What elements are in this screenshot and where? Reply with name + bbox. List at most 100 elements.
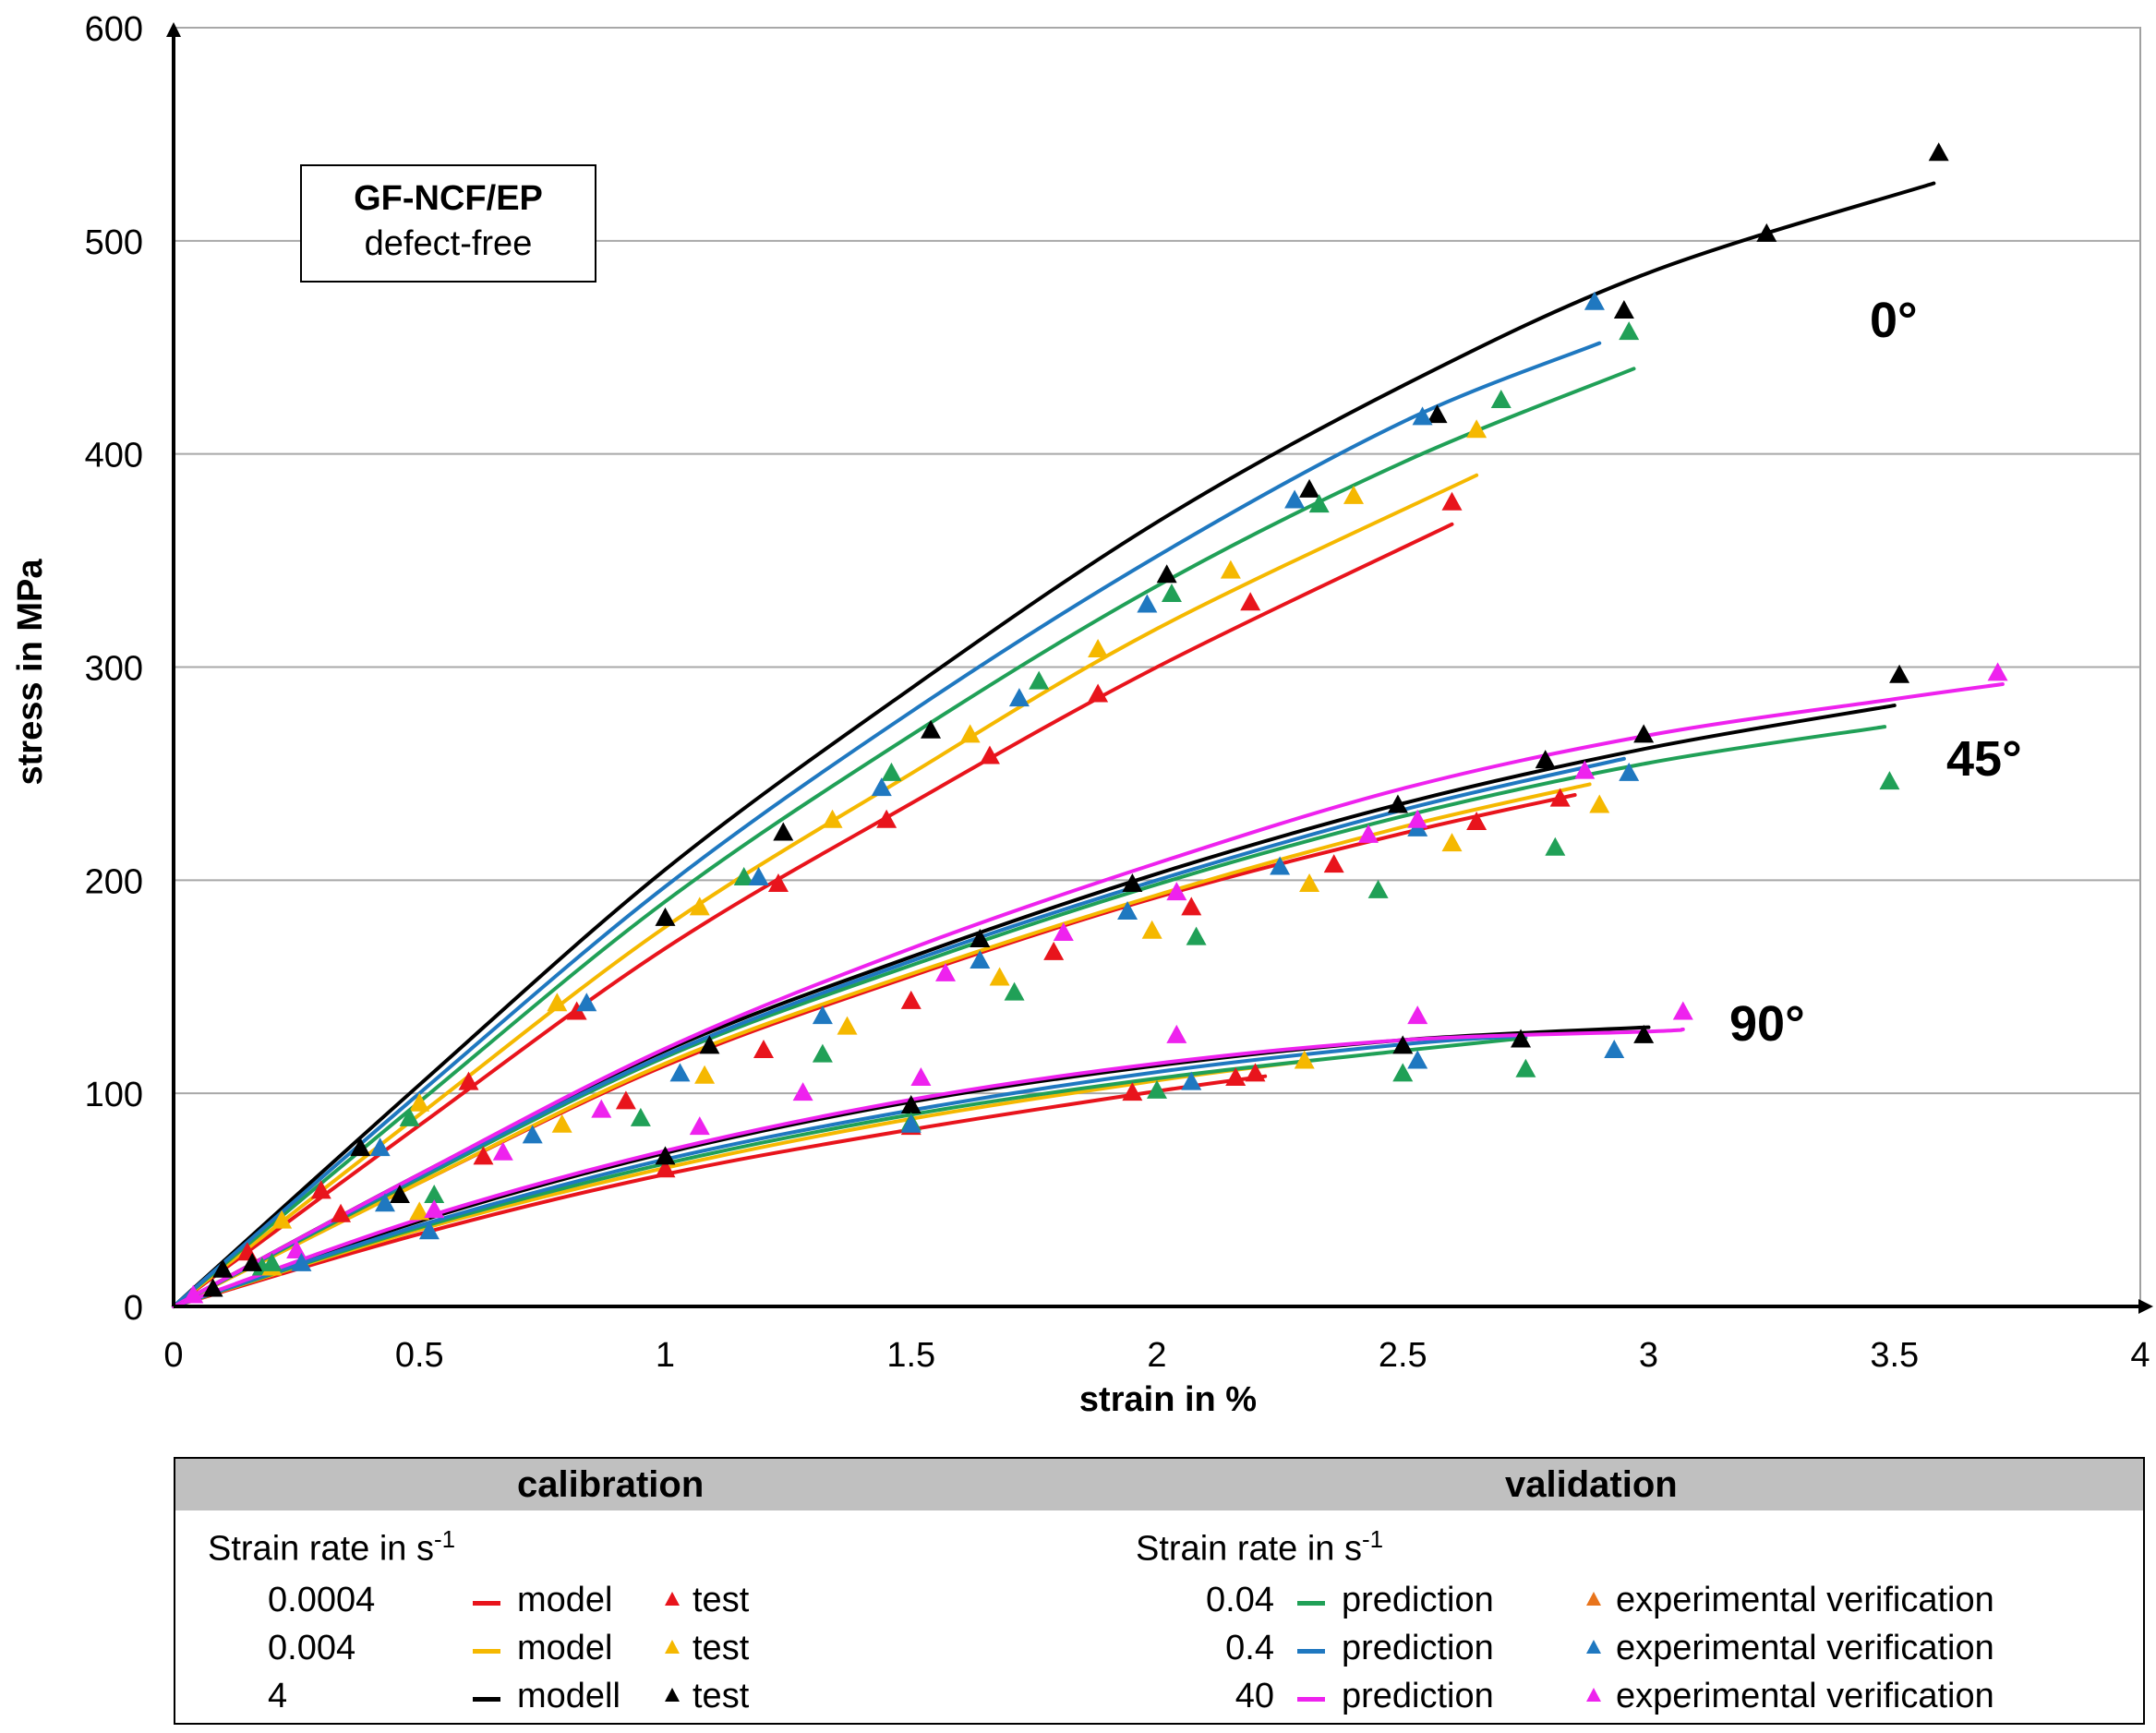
marker-45deg-rate-0.0004 [1043,941,1065,960]
marker-90deg-rate-0.0004 [1225,1067,1247,1087]
legend-validation-marker-label: experimental verification [1616,1581,1994,1619]
x-tick-label: 0.5 [395,1336,444,1375]
marker-0deg-rate-0.0004 [876,809,897,828]
marker-0deg-rate-4 [773,822,794,841]
marker-45deg-rate-4 [389,1184,410,1203]
y-tick-label: 200 [85,862,143,901]
marker-45deg-rate-0.0004 [331,1203,352,1222]
marker-90deg-rate-0.4 [1604,1040,1625,1058]
marker-45deg-rate-0.004 [989,967,1010,986]
marker-90deg-rate-0.04 [1392,1063,1414,1082]
marker-90deg-rate-4 [1392,1035,1414,1054]
marker-45deg-rate-40 [1574,760,1596,779]
material-condition: defect-free [364,224,533,263]
marker-90deg-rate-0.4 [418,1221,440,1240]
marker-45deg-rate-0.0004 [1549,788,1571,807]
marker-0deg-rate-4 [1756,223,1777,242]
curve-90deg-rate-4 [172,1025,1651,1308]
legend-calibration-line-label: model [517,1581,613,1619]
legend-calibration-marker-swatch [665,1688,680,1702]
marker-90deg-rate-40 [910,1067,932,1087]
marker-45deg-rate-0.4 [1270,856,1291,875]
marker-90deg-rate-40 [1166,1024,1187,1043]
legend-validation-line-swatch [1297,1601,1325,1606]
marker-0deg-rate-0.4 [871,777,892,797]
curve-45deg-rate-40 [172,681,2005,1308]
marker-0deg-rate-0.04 [399,1107,420,1126]
marker-45deg-rate-40 [424,1199,445,1219]
marker-45deg-rate-0.004 [1141,920,1162,939]
marker-0deg-rate-4 [1928,142,1949,162]
marker-90deg-rate-4 [1511,1029,1532,1048]
curve-0deg-rate-0.004 [172,473,1479,1308]
legend-validation-marker-swatch [1586,1640,1601,1654]
marker-0deg-rate-0.0004 [1240,592,1261,611]
curve-0deg-rate-4 [172,181,1936,1308]
marker-0deg-rate-0.004 [822,809,843,828]
marker-0deg-rate-0.004 [959,724,981,743]
marker-0deg-rate-0.4 [1584,291,1605,310]
marker-0deg-rate-0.0004 [310,1180,331,1199]
y-tick-label: 500 [85,223,143,262]
marker-0deg-rate-0.004 [1220,560,1241,579]
x-tick-label: 1.5 [886,1336,935,1375]
marker-0deg-rate-0.4 [1284,489,1306,509]
marker-90deg-rate-40 [1672,1001,1693,1020]
marker-45deg-rate-0.0004 [473,1146,494,1165]
marker-90deg-rate-4 [655,1146,676,1165]
marker-45deg-rate-0.4 [970,950,991,969]
legend-header-bar: calibration validation [175,1459,2143,1510]
marker-45deg-rate-40 [1357,824,1379,843]
legend-calibration-line-swatch [473,1601,500,1606]
axes [166,22,2153,1314]
material-info-box: GF-NCF/EP defect-free [300,164,596,283]
legend-validation-rate: 40 [1235,1677,1274,1715]
marker-45deg-rate-0.4 [1619,762,1640,781]
x-tick-label: 1 [656,1336,675,1375]
tick-labels: 0 0.5 1 1.5 2 2.5 3 3.5 4 0 100 200 300 400 500 600 [85,10,2150,1375]
legend-validation-rate: 0.4 [1225,1629,1274,1667]
marker-0deg-rate-0.004 [271,1209,293,1229]
marker-90deg-rate-0.4 [291,1252,312,1271]
marker-45deg-rate-0.0004 [1323,854,1344,873]
legend-calibration-line-swatch [473,1697,500,1702]
marker-90deg-rate-40 [1407,1005,1428,1025]
marker-0deg-rate-0.0004 [979,745,1000,764]
legend-validation-marker-swatch [1586,1688,1601,1702]
legend-validation-rate: 0.04 [1206,1581,1274,1619]
x-tick-label: 2.5 [1379,1336,1427,1375]
marker-0deg-rate-0.04 [1490,389,1512,408]
legend-calibration-rate: 0.0004 [268,1581,376,1619]
y-tick-label: 300 [85,650,143,689]
marker-0deg-rate-0.004 [409,1092,430,1112]
x-tick-label: 0 [163,1336,183,1375]
legend-calibration-marker-label: test [693,1581,750,1619]
legend-validation-line-swatch [1297,1649,1325,1654]
marker-0deg-rate-0.4 [1137,594,1158,613]
marker-45deg-rate-0.0004 [1466,812,1488,831]
curve-90deg-rate-0.04 [172,1036,1528,1308]
marker-45deg-rate-40 [492,1141,513,1161]
curve-45deg-rate-0.04 [172,725,1887,1308]
y-tick-label: 0 [124,1289,143,1328]
marker-90deg-rate-0.04 [1147,1079,1167,1099]
y-axis-title: stress in MPa [11,559,50,786]
y-tick-label: 600 [85,10,143,49]
marker-0deg-rate-0.04 [1161,584,1182,603]
legend-calibration-marker-label: test [693,1677,750,1715]
marker-45deg-rate-0.4 [812,1005,833,1025]
marker-90deg-rate-0.0004 [1245,1063,1266,1082]
marker-0deg-rate-0.04 [1029,670,1050,690]
marker-45deg-rate-0.04 [1879,771,1900,790]
marker-0deg-rate-4 [1299,478,1320,498]
marker-90deg-rate-0.04 [261,1252,283,1271]
legend-calibration-line-swatch [473,1649,500,1654]
marker-0deg-rate-4 [1427,404,1448,424]
legend-calibration-rate: 0.004 [268,1629,356,1667]
marker-0deg-rate-4 [655,907,676,926]
marker-0deg-rate-0.4 [369,1137,391,1157]
marker-90deg-rate-4 [1633,1024,1655,1043]
material-name: GF-NCF/EP [354,179,543,218]
marker-45deg-rate-0.004 [551,1113,572,1133]
curve-90deg-rate-40 [172,1027,1685,1308]
